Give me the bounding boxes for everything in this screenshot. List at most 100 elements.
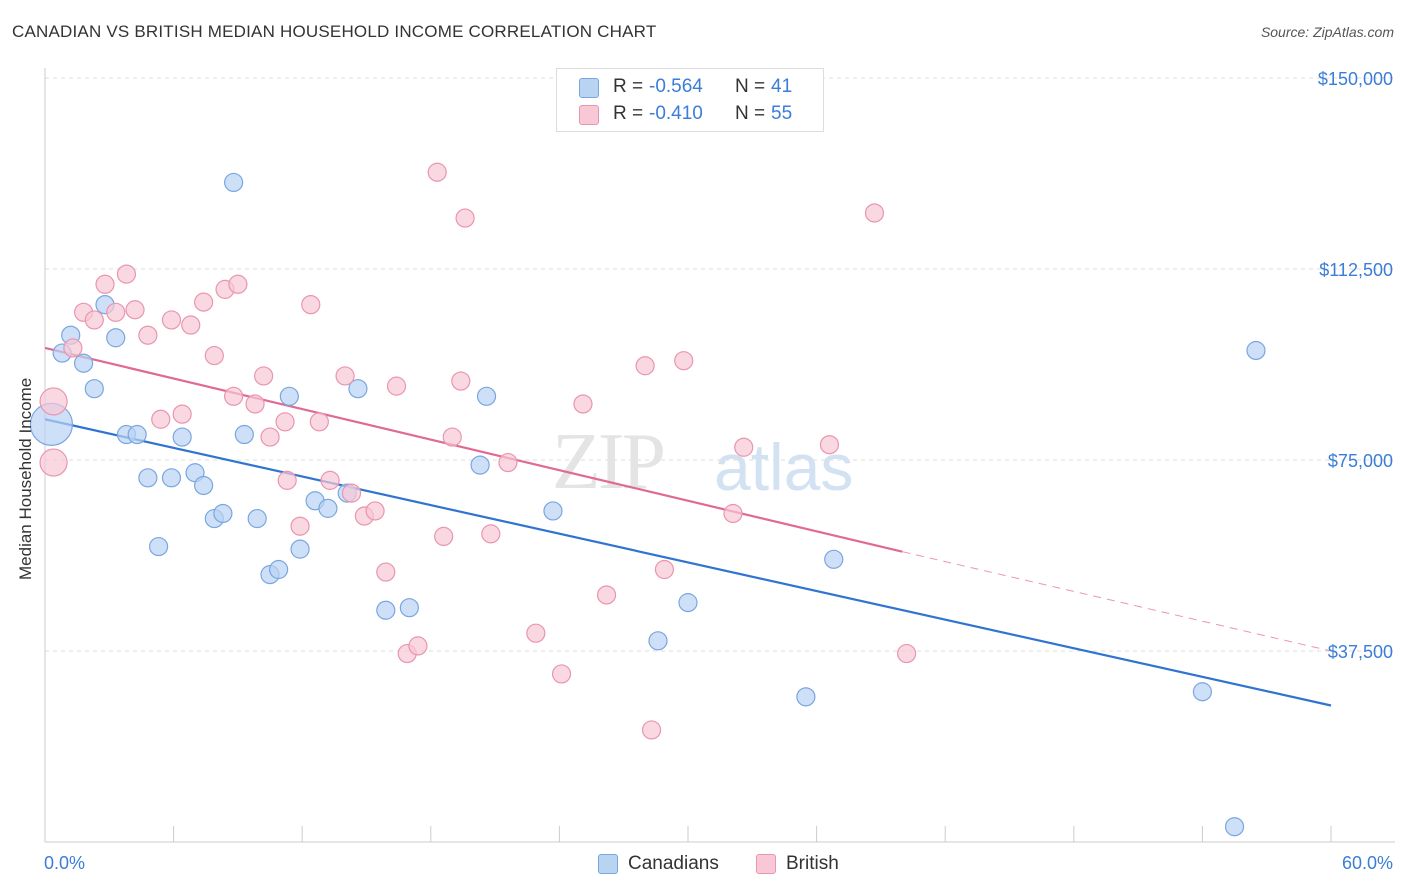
canadian-point [399, 598, 419, 618]
british-point [320, 470, 340, 490]
canadian-point [1224, 817, 1245, 837]
y-tick-label: $75,000 [1328, 451, 1393, 471]
n-label: N = [735, 76, 766, 97]
british-legend-swatch [756, 854, 776, 874]
british-point [84, 310, 104, 330]
canadian-point [290, 539, 310, 559]
y-tick-label: $112,500 [1319, 260, 1393, 280]
british-point [106, 302, 126, 322]
y-axis-label: Median Household Income [16, 377, 35, 580]
canadian-point [234, 424, 254, 445]
canadian-point [148, 536, 169, 557]
canadian-point [279, 386, 299, 406]
canadian-point [224, 172, 244, 193]
british-point [573, 394, 593, 414]
british-point [654, 559, 675, 580]
british-point [39, 448, 68, 477]
british-point [481, 524, 501, 544]
canadian-point [247, 508, 267, 529]
british-swatch [579, 105, 599, 125]
british-point [897, 643, 917, 664]
canadian-point [138, 468, 158, 488]
british-point [63, 338, 83, 358]
british-point [245, 394, 265, 414]
y-tick-label: $37,500 [1328, 642, 1393, 662]
british-point [125, 300, 145, 320]
british-point [194, 292, 214, 312]
canadian-point [84, 379, 104, 399]
british-point [275, 412, 295, 432]
british-point [408, 636, 428, 656]
watermark: ZIP atlas [552, 418, 853, 506]
british-point [819, 435, 840, 455]
canadian-point [161, 468, 182, 488]
british-point [254, 366, 274, 386]
british-trend-extension [902, 551, 1332, 652]
british-point [596, 585, 617, 605]
watermark-zip: ZIP [552, 418, 664, 506]
canadians-n-value: 41 [771, 76, 793, 97]
canadians-legend-swatch [598, 854, 618, 874]
canadian-point [796, 687, 816, 707]
british-point [260, 427, 280, 447]
chart-title: CANADIAN VS BRITISH MEDIAN HOUSEHOLD INC… [12, 22, 657, 41]
british-point [526, 623, 546, 643]
canadians-swatch [579, 78, 599, 98]
canadian-point [543, 501, 563, 521]
grid-layer [45, 77, 1395, 652]
british-point [498, 452, 518, 473]
y-tick-label: $150,000 [1318, 69, 1393, 89]
canadian-point [824, 549, 844, 569]
canadian-point [194, 475, 214, 496]
canadian-point [348, 379, 368, 399]
correlation-legend: R = -0.564 N = 41 R = -0.410 N = 55 [556, 68, 824, 132]
canadian-point [470, 455, 490, 475]
canadian-point [318, 498, 338, 518]
source-label: Source: ZipAtlas.com [1260, 24, 1394, 40]
british-point [181, 315, 201, 335]
british-point [95, 274, 115, 294]
british-point [365, 501, 385, 521]
british-point [427, 162, 447, 182]
british-point [734, 437, 754, 457]
canadian-point [73, 353, 94, 373]
x-tick-label-min: 0.0% [44, 853, 85, 873]
trend-lines [44, 346, 1332, 707]
canadian-point [678, 593, 698, 613]
series-legend: Canadians British [0, 852, 1406, 878]
british-point [641, 720, 662, 740]
british-point [386, 376, 407, 396]
canadian-point [376, 600, 396, 620]
canadian-point [1192, 682, 1213, 702]
british-point [277, 470, 297, 490]
canadian-point [172, 427, 192, 447]
canadian-point [127, 424, 147, 445]
british-point [151, 409, 171, 429]
canadian-point [106, 328, 126, 348]
british-point [228, 274, 248, 294]
british-point [39, 387, 68, 416]
british-point [442, 427, 462, 447]
british-point [341, 483, 362, 503]
x-tick-label-max: 60.0% [1342, 853, 1393, 873]
british-point [309, 412, 329, 432]
canadian-point [648, 631, 668, 651]
british-point [116, 264, 137, 284]
canadians-r-value: -0.564 [649, 76, 703, 97]
british-point [635, 356, 655, 376]
r-label: R = [613, 103, 644, 124]
canadian-point [213, 503, 233, 524]
canadian-point [269, 559, 289, 580]
british-point [335, 366, 355, 386]
british-point [138, 325, 158, 345]
canadian-point [1246, 340, 1266, 361]
british-point [290, 516, 310, 536]
n-label: N = [735, 103, 766, 124]
british-point [723, 503, 743, 524]
canadians-trend-line [44, 418, 1332, 707]
british-point [674, 351, 694, 371]
british-point [161, 310, 182, 330]
british-point [551, 664, 572, 684]
british-point [204, 345, 224, 366]
